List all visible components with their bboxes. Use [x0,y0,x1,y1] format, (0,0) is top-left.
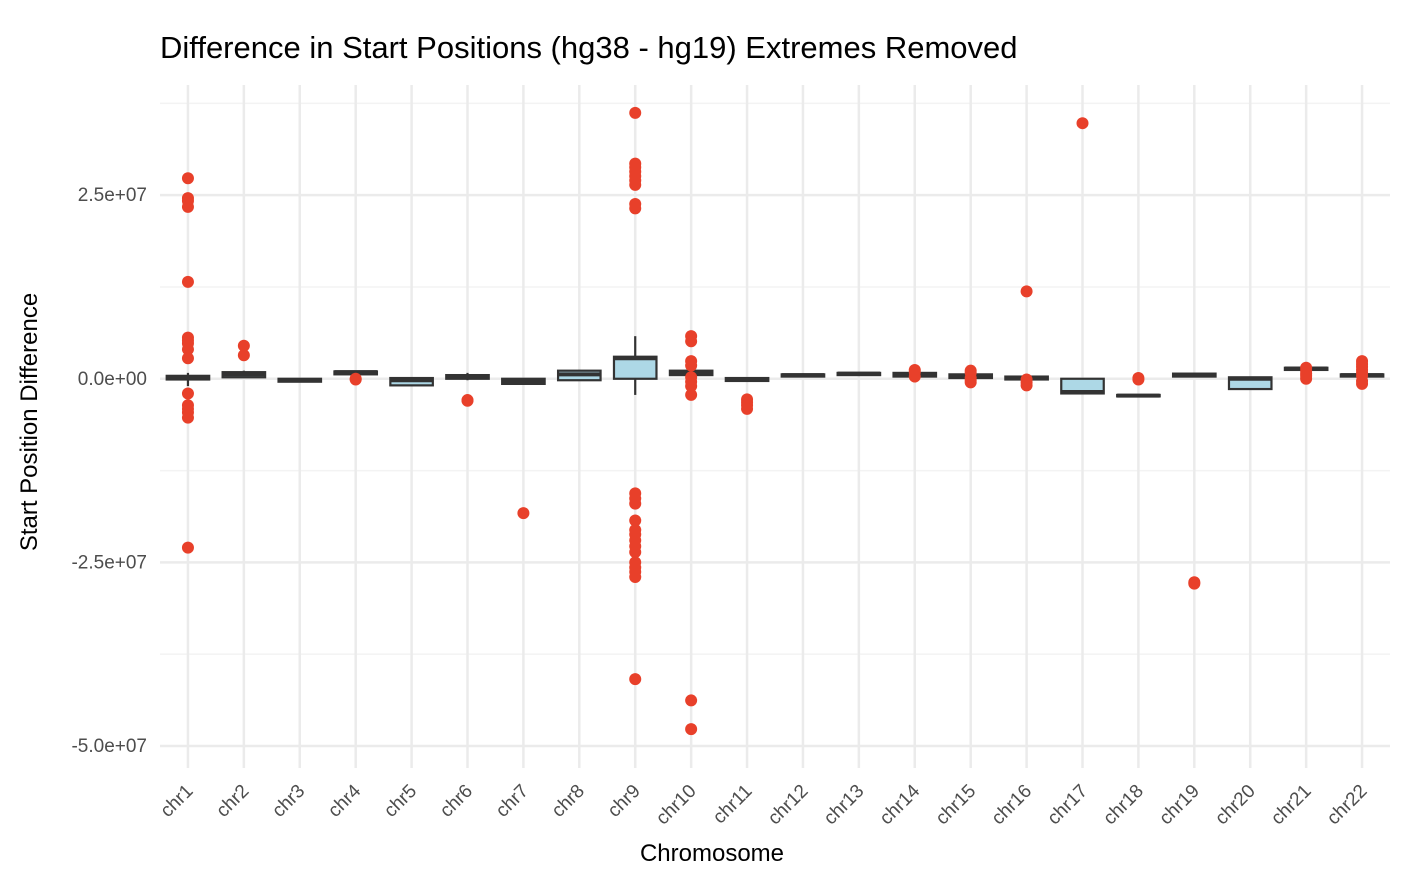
outlier-point [181,275,194,288]
x-tick-label: chr20 [1211,781,1259,829]
outlier-point [629,497,642,510]
outlier-point [181,343,194,356]
outlier-point [685,723,698,736]
outlier-point [741,402,754,415]
x-tick-label: chr19 [1155,781,1203,829]
outlier-point [1356,377,1369,390]
x-tick-label: chr5 [380,781,421,822]
outlier-point [1020,379,1033,392]
x-axis-label: Chromosome [639,840,785,867]
x-tick-label: chr17 [1044,781,1092,829]
outlier-point [629,178,642,191]
outlier-point [237,339,250,352]
outlier-point [685,694,698,707]
x-tick-label: chr14 [876,780,925,829]
outlier-point [685,380,698,393]
outlier-point [181,387,194,400]
outlier-point [1076,117,1089,130]
x-tick-label: chr11 [709,781,756,828]
x-tick-label: chr21 [1267,781,1315,829]
x-tick-label: chr12 [764,781,812,829]
outlier-point [629,202,642,215]
outlier-point [629,546,642,559]
y-tick-label: -2.5e+07 [71,552,147,573]
x-tick-label: chr1 [156,781,197,822]
grid [160,85,1390,768]
outlier-point [908,370,921,383]
x-tick-label: chr13 [820,781,868,829]
x-tick-label: chr6 [436,781,477,822]
x-tick-label: chr8 [548,781,589,822]
chart-title: Difference in Start Positions (hg38 - hg… [160,30,1018,65]
outlier-point [181,172,194,185]
x-tick-label: chr15 [932,781,980,829]
outlier-point [685,388,698,401]
x-tick-label: chr2 [212,781,253,822]
x-tick-label: chr10 [652,781,700,829]
outlier-point [461,394,474,407]
outlier-point [237,349,250,362]
y-tick-label: 2.5e+07 [78,185,147,206]
outlier-point [629,514,642,527]
outlier-point [629,571,642,584]
outlier-point [1300,372,1313,385]
outlier-point [964,376,977,389]
x-tick-label: chr18 [1099,781,1147,829]
y-tick-label: 0.0e+00 [78,369,147,390]
x-tick-label: chr9 [604,781,645,822]
x-tick-label: chr4 [324,780,365,821]
x-tick-label: chr3 [268,781,309,822]
outlier-point [181,200,194,213]
outlier-point [629,673,642,686]
outlier-point [1132,373,1145,386]
outlier-point [685,335,698,348]
x-tick-label: chr16 [988,781,1036,829]
outlier-point [629,106,642,119]
axis-labels: 2.5e+07 0.0e+00 -2.5e+07 -5.0e+07 chr1 chr2 ch… [71,185,1371,829]
outlier-point [517,507,530,520]
outliers [181,106,1369,736]
x-tick-label: chr22 [1323,781,1371,829]
y-tick-label: -5.0e+07 [71,736,147,757]
outlier-point [1020,285,1033,298]
boxes [165,336,1385,398]
outlier-point [685,359,698,372]
outlier-point [1188,577,1201,590]
outlier-point [181,411,194,424]
outlier-point [181,541,194,554]
outlier-point [349,373,362,386]
outlier-point [181,352,194,365]
x-tick-label: chr7 [492,781,533,822]
